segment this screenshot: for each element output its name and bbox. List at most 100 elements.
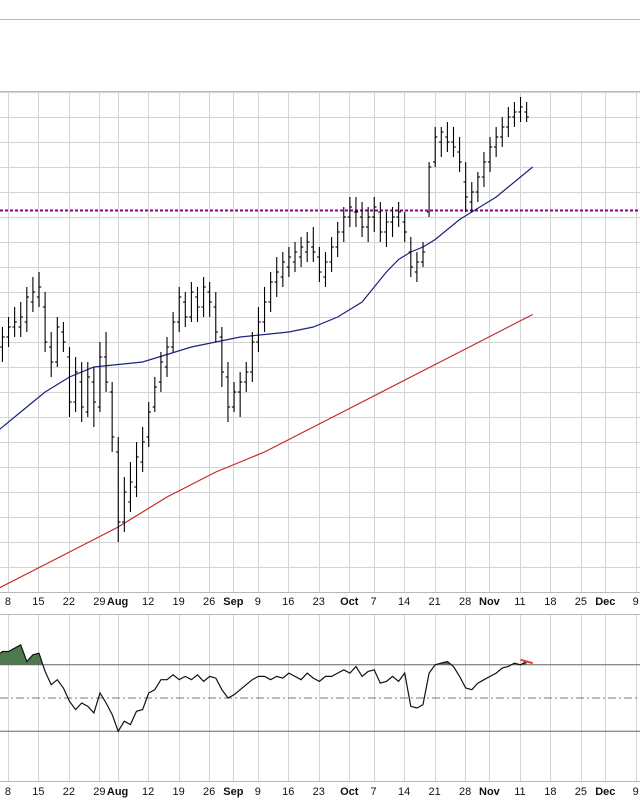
price-x-tick-label: 18 xyxy=(544,596,556,608)
osc-x-tick-label: 29 xyxy=(93,786,105,798)
price-bar xyxy=(97,342,103,412)
osc-x-tick-label: 28 xyxy=(459,786,471,798)
price-bar xyxy=(152,377,158,412)
price-x-tick-label: 21 xyxy=(428,596,440,608)
oscillator-x-axis: 8 15 22 29 Aug 12 19 26 Sep 9 16 23 Oct 7 14 21 28 Nov 11 1… xyxy=(5,786,639,798)
oscillator-panel xyxy=(0,614,640,782)
price-bar xyxy=(512,102,517,127)
osc-x-tick-label: 18 xyxy=(544,786,556,798)
price-bar xyxy=(201,277,206,317)
price-bar xyxy=(177,287,182,332)
price-bar xyxy=(475,172,481,202)
price-bar xyxy=(67,347,72,417)
price-bar xyxy=(213,292,218,342)
osc-x-tick-label: 22 xyxy=(63,786,75,798)
price-x-tick-label: Nov xyxy=(479,596,501,608)
price-bar xyxy=(347,197,353,227)
price-bar xyxy=(390,207,395,237)
price-x-axis: 8 15 22 29 Aug 12 19 26 Sep 9 16 23 Oct 7 14 21 28 Nov 11 1… xyxy=(5,596,639,608)
osc-x-tick-label: 26 xyxy=(203,786,215,798)
price-bar xyxy=(219,327,225,387)
price-x-tick-label: 22 xyxy=(63,596,75,608)
price-bar xyxy=(146,402,151,447)
price-bar xyxy=(42,292,48,352)
price-x-tick-label: 15 xyxy=(32,596,44,608)
price-bar xyxy=(79,362,84,422)
price-bar xyxy=(402,212,407,242)
price-x-tick-label: 12 xyxy=(142,596,154,608)
price-bar xyxy=(0,327,5,362)
price-bar xyxy=(317,247,322,282)
price-bar xyxy=(487,137,493,172)
price-x-tick-label: Dec xyxy=(595,596,615,608)
price-bar xyxy=(170,312,176,352)
price-x-tick-label: 9 xyxy=(255,596,261,608)
price-bar xyxy=(518,97,523,122)
price-bar xyxy=(6,317,11,347)
price-bar xyxy=(414,252,420,282)
price-bar xyxy=(445,122,450,152)
price-bar xyxy=(280,252,286,287)
price-bar xyxy=(426,162,432,217)
price-bar xyxy=(103,332,109,392)
price-x-tick-label: 29 xyxy=(93,596,105,608)
price-bar xyxy=(140,427,145,472)
oscillator-bands xyxy=(0,664,640,732)
price-bar xyxy=(231,382,237,412)
price-x-tick-label: Aug xyxy=(107,596,128,608)
price-bar xyxy=(420,242,426,267)
price-bar xyxy=(286,247,292,277)
price-x-tick-label: 19 xyxy=(172,596,184,608)
price-bar xyxy=(378,202,383,242)
price-bar xyxy=(396,202,401,227)
osc-x-tick-label: 16 xyxy=(282,786,294,798)
price-x-tick-label: 8 xyxy=(5,596,11,608)
moving-average-fast xyxy=(0,166,534,430)
price-bar xyxy=(457,137,462,172)
osc-x-tick-label: 19 xyxy=(172,786,184,798)
price-x-tick-label: Oct xyxy=(340,596,359,608)
osc-x-tick-label: Aug xyxy=(107,786,128,798)
price-bar xyxy=(359,202,365,237)
price-bar xyxy=(183,292,188,327)
price-bar xyxy=(73,357,78,412)
price-panel xyxy=(0,19,640,593)
price-x-tick-label: 25 xyxy=(575,596,587,608)
osc-x-tick-label: 21 xyxy=(428,786,440,798)
price-bar xyxy=(353,197,359,227)
osc-x-tick-label: 15 xyxy=(32,786,44,798)
price-bar xyxy=(305,232,310,262)
price-bar xyxy=(122,477,127,532)
price-bar xyxy=(372,197,377,232)
price-x-tick-label: Sep xyxy=(223,596,243,608)
ma-slow-line xyxy=(0,313,533,589)
price-x-tick-label: 26 xyxy=(203,596,215,608)
price-bar xyxy=(61,322,66,352)
price-bar xyxy=(256,307,261,352)
price-bar xyxy=(250,332,255,382)
osc-x-tick-label: 12 xyxy=(142,786,154,798)
price-bar xyxy=(323,252,328,287)
price-bar xyxy=(189,282,194,322)
osc-x-tick-label: Oct xyxy=(340,786,359,798)
price-bar xyxy=(506,107,511,137)
osc-x-tick-label: Nov xyxy=(479,786,501,798)
price-x-tick-label: 11 xyxy=(514,596,525,608)
price-x-tick-label: 23 xyxy=(313,596,325,608)
price-bar xyxy=(116,437,121,542)
price-bar xyxy=(262,287,267,332)
price-x-tick-label: 14 xyxy=(398,596,410,608)
osc-fill-area xyxy=(0,644,43,665)
price-bar xyxy=(298,237,304,267)
price-bar xyxy=(524,102,529,122)
price-bar xyxy=(49,332,54,377)
price-bars xyxy=(0,97,529,542)
price-bar xyxy=(128,462,133,512)
price-bar xyxy=(91,367,97,427)
osc-x-tick-label: 8 xyxy=(5,786,11,798)
price-bar xyxy=(408,237,414,277)
price-x-tick-label: 9 xyxy=(633,596,639,608)
price-bar xyxy=(433,127,438,167)
price-bar xyxy=(109,382,115,452)
